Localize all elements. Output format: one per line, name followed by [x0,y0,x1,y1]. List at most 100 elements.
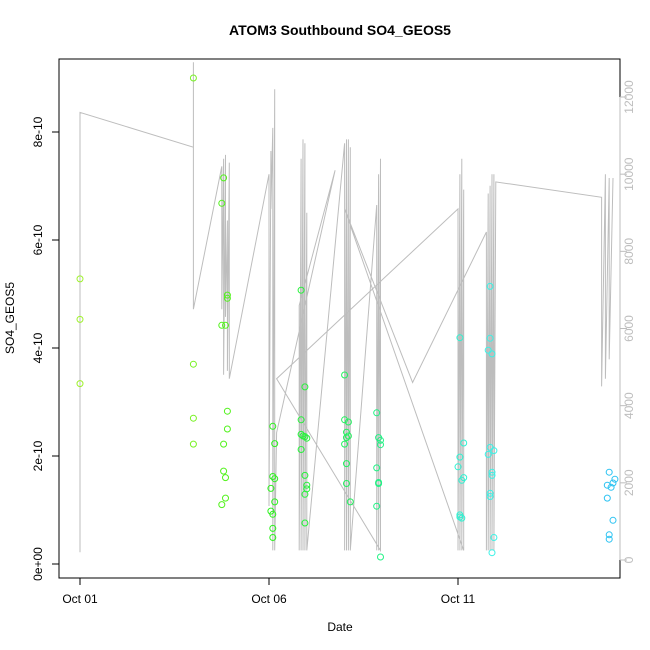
data-point [189,414,197,422]
data-point [218,501,226,509]
data-point [303,481,311,489]
altitude-line [79,62,614,553]
data-point [189,360,197,368]
data-point [301,383,309,391]
data-point [341,371,349,379]
data-point [486,493,494,500]
y-axis-label: SO4_GEOS5 [3,282,17,354]
data-point [607,483,615,491]
data-point [341,416,349,424]
data-point [220,174,228,182]
data-point [458,514,466,522]
y2-axis: 0 2000 4000 6000 8000 10000 12000 [619,80,636,563]
data-point [343,428,350,436]
data-point [189,440,197,448]
data-point [220,467,228,475]
data-point [603,494,611,502]
data-point [220,440,228,448]
y-tick-label: 8e-10 [31,116,45,147]
data-point [373,409,381,417]
data-point [76,275,84,283]
data-point [373,464,381,472]
data-point [189,74,197,82]
data-point [76,315,84,323]
data-point [490,447,498,455]
data-point [456,453,464,461]
data-point [346,498,354,506]
data-point [605,531,613,539]
data-point [343,480,350,487]
y2-tick-label: 6000 [622,315,636,342]
data-point [377,441,384,449]
data-point [303,434,311,442]
x-axis: Oct 01 Oct 06 Oct 11 [62,577,476,606]
chart-title: ATOM3 Southbound SO4_GEOS5 [229,22,451,38]
data-point [454,463,462,471]
data-point [269,534,277,541]
data-point [460,439,468,447]
data-point [222,321,229,329]
data-point [297,446,305,453]
y-axis: 0e+00 2e-10 4e-10 6e-10 8e-10 [31,116,60,581]
data-point [301,490,309,498]
y2-tick-label: 2000 [622,469,636,496]
data-point [344,418,352,426]
data-point [301,471,309,479]
data-point-layer [76,74,619,561]
data-point [267,484,275,492]
data-point [605,535,613,543]
altitude-line-layer [79,62,614,553]
data-point [269,473,277,480]
data-point [456,334,464,342]
data-point [486,334,494,342]
data-point [609,516,617,524]
data-point [76,380,84,388]
data-point [488,350,496,358]
data-point [218,199,226,207]
y-tick-label: 0e+00 [31,547,45,581]
data-point [223,291,231,299]
data-point [375,480,383,487]
data-point [341,440,349,448]
data-point [301,433,309,441]
data-point [223,407,231,415]
data-point [218,321,226,329]
data-point [269,510,277,518]
y2-tick-label: 0 [622,556,636,563]
data-point [458,476,466,484]
data-point [343,460,350,468]
y2-tick-label: 12000 [622,80,636,114]
y-tick-label: 2e-10 [31,440,45,471]
data-point [297,416,305,424]
data-point [488,471,496,479]
data-point [488,468,496,476]
data-point [484,450,492,458]
data-point [271,498,279,506]
data-point [484,346,492,354]
data-point [486,489,494,497]
x-axis-label: Date [327,620,353,634]
y-tick-label: 6e-10 [31,224,45,255]
data-point [488,549,496,557]
data-point [222,494,229,502]
data-point [269,422,277,430]
data-point [223,425,231,433]
data-point [343,434,350,442]
data-point [344,432,352,440]
data-point [297,430,305,438]
y2-tick-label: 10000 [622,157,636,191]
data-point [297,286,305,294]
data-point [603,481,611,489]
x-tick-label: Oct 11 [441,592,476,606]
data-point [223,294,231,302]
plot-frame [58,58,621,579]
data-point [271,475,279,483]
x-tick-label: Oct 06 [251,592,287,606]
data-point [611,475,619,483]
data-point [377,553,384,561]
data-point [490,534,498,541]
data-point [222,474,229,482]
data-point [373,502,381,510]
data-point [271,440,279,448]
